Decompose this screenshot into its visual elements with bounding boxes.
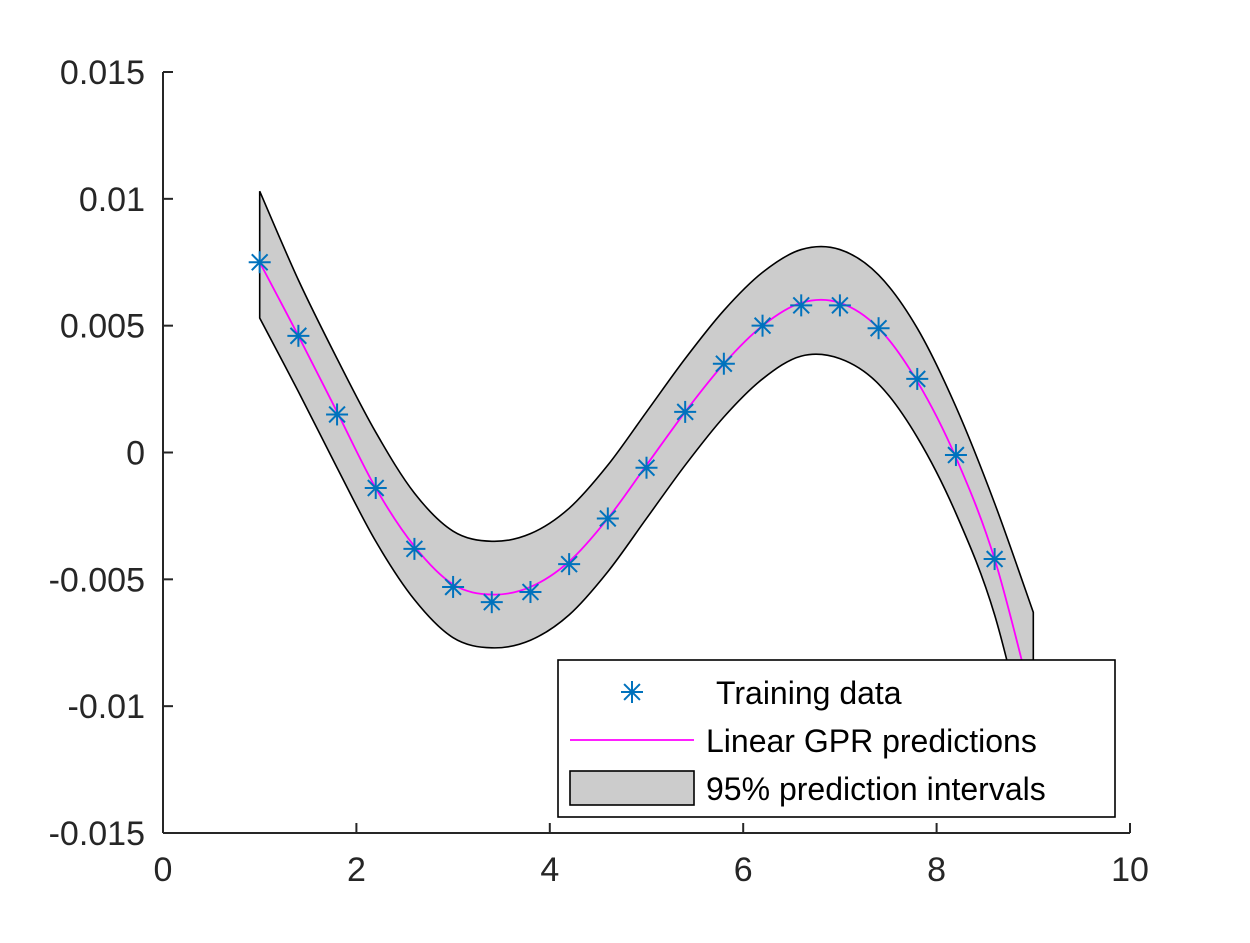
training-data-point (326, 403, 349, 426)
training-data-point (596, 507, 619, 530)
training-data-point (480, 591, 503, 614)
y-tick-label: 0.01 (79, 181, 145, 219)
legend-label-prediction: Linear GPR predictions (706, 723, 1037, 759)
training-data-point (403, 537, 426, 560)
training-data-point (867, 317, 890, 340)
x-tick-label: 10 (1111, 851, 1149, 889)
y-tick-label: -0.005 (49, 561, 145, 599)
legend-label-training: Training data (716, 675, 902, 711)
training-data-point (828, 294, 851, 317)
legend: Training data Linear GPR predictions 95% p… (557, 659, 1116, 818)
x-tick-label: 0 (154, 851, 173, 889)
training-data-point (248, 251, 271, 274)
axes-layer: 0 2 4 6 8 10 0.015 0.01 0.005 0 -0.005 -0.01 -0.015 (49, 54, 1149, 889)
legend-swatch-interval (569, 770, 695, 806)
training-data-point (674, 400, 697, 423)
training-data-point (442, 575, 465, 598)
training-data-point (712, 352, 735, 375)
training-data-point (558, 553, 581, 576)
training-data-point (635, 456, 658, 479)
x-tick-label: 6 (734, 851, 753, 889)
y-tick-label: 0.015 (60, 54, 145, 92)
training-data-point (364, 477, 387, 500)
x-tick-label: 2 (347, 851, 366, 889)
training-data-point (751, 314, 774, 337)
training-data-point (944, 444, 967, 467)
y-tick-label: -0.015 (49, 815, 145, 853)
training-data-point (519, 581, 542, 604)
y-tick-label: -0.01 (68, 688, 146, 726)
training-data-point (906, 367, 929, 390)
training-data-point (983, 548, 1006, 571)
x-tick-label: 8 (927, 851, 946, 889)
training-data-point (790, 294, 813, 317)
y-tick-label: 0 (126, 435, 145, 473)
training-data-point (287, 324, 310, 347)
x-tick-label: 4 (540, 851, 559, 889)
legend-marker-training (621, 681, 643, 703)
legend-label-interval: 95% prediction intervals (706, 771, 1046, 807)
y-tick-label: 0.005 (60, 308, 145, 346)
